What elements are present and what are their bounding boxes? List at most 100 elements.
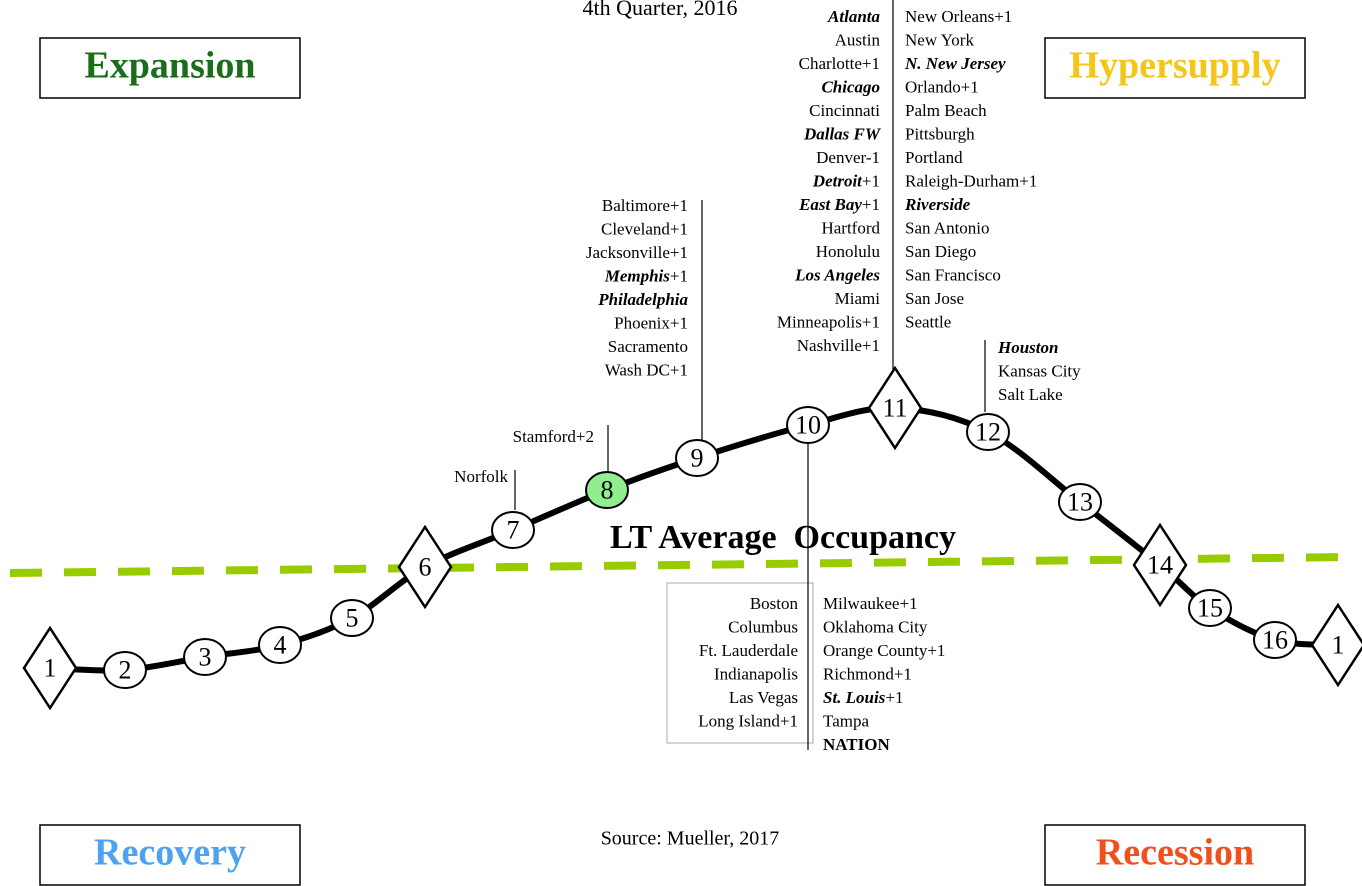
quadrant-label: Recovery [94,832,246,874]
city-name: Riverside [904,195,971,214]
city-change: +1 [927,641,945,660]
city-name: Portland [905,148,963,167]
city: Orange County+1 [823,641,945,660]
city-name: San Francisco [905,265,1001,284]
city-name: Dallas FW [803,124,882,143]
node-label: 12 [975,418,1001,447]
city-name: Raleigh-Durham [905,171,1019,190]
cycle-node: 2 [103,651,147,689]
city: Los Angeles [794,265,880,284]
city-change: +1 [780,711,798,730]
node-circle [1188,589,1232,627]
city: Sacramento [608,337,688,356]
city-name: Minneapolis [777,312,862,331]
node-label: 4 [274,631,287,660]
cycle-node: 9 [675,439,719,477]
city: Riverside [904,195,971,214]
city-box [666,582,814,744]
node-label: 10 [795,411,821,440]
city: New Orleans+1 [905,7,1012,26]
city-name: Atlanta [827,7,880,26]
node-circle [1058,483,1102,521]
city-name: Orlando [905,77,961,96]
node-circle [786,406,830,444]
city-name: Orange County [823,641,928,660]
city-name: Stamford [513,427,577,446]
city-change: +1 [862,54,880,73]
city-change: +1 [862,195,880,214]
city: NATION [823,735,890,754]
city: Pittsburgh [905,124,975,143]
city: San Diego [905,242,976,261]
city: Hartford [821,218,880,237]
city-name: Cleveland [601,219,670,238]
cycle-node: 5 [330,599,374,637]
city: Memphis+1 [604,266,688,285]
quadrant-box [1044,37,1306,99]
city-name: Detroit [812,171,863,190]
node-circle [103,651,147,689]
cycle-node: 14 [1132,522,1188,608]
node-label: 5 [346,604,359,633]
city-name: Austin [835,30,881,49]
city-change: +1 [885,688,903,707]
city-change: +1 [862,171,880,190]
city-change: +1 [994,7,1012,26]
city: Baltimore+1 [602,196,688,215]
cycle-node: 6 [397,524,453,610]
city-name: Salt Lake [998,385,1063,404]
city-name: New York [905,30,974,49]
city-name: Wash DC [605,360,670,379]
title: 4th Quarter, 2016 [583,0,738,20]
city-name: Charlotte [799,54,862,73]
node-label: 11 [882,394,907,423]
cycle-node: 16 [1253,621,1297,659]
city: Stamford+2 [513,427,594,446]
city: Dallas FW [803,124,882,143]
cycle-node: 7 [491,511,535,549]
city-name: Norfolk [454,467,508,486]
city: Phoenix+1 [614,313,688,332]
city-name: Oklahoma City [823,617,928,636]
node-diamond [397,524,453,610]
city: Seattle [905,312,951,331]
node-circle [258,626,302,664]
city: New York [905,30,974,49]
city-name: Phoenix [614,313,670,332]
city: Nashville+1 [797,336,880,355]
city-name: Seattle [905,312,951,331]
node-circle [585,471,629,509]
cycle-node: 4 [258,626,302,664]
city-name: New Orleans [905,7,994,26]
node-label: 7 [507,516,520,545]
city: Honolulu [816,242,881,261]
city-name: NATION [823,735,890,754]
city: Charlotte+1 [799,54,880,73]
cycle-node: 12 [966,413,1010,451]
city-change: +1 [670,219,688,238]
city-name: Long Island [698,711,780,730]
city-name: Columbus [728,617,798,636]
city: East Bay+1 [798,195,880,214]
node-circle [675,439,719,477]
city: Detroit+1 [812,171,880,190]
city-name: N. New Jersey [904,54,1006,73]
city: Minneapolis+1 [777,312,880,331]
city: Richmond+1 [823,664,912,683]
city-name: St. Louis [823,688,886,707]
city-name: Philadelphia [597,290,688,309]
node-label: 16 [1262,626,1288,655]
cycle-node: 13 [1058,483,1102,521]
city: Denver-1 [816,148,880,167]
quadrant-box [39,824,301,886]
city-name: Denver [816,148,866,167]
quadrant-box [1044,824,1306,886]
city: San Francisco [905,265,1001,284]
city: Miami [835,289,881,308]
city-name: Sacramento [608,337,688,356]
city-name: Honolulu [816,242,881,261]
city: Philadelphia [597,290,688,309]
quadrant-label: Recession [1096,832,1254,874]
node-circle [1253,621,1297,659]
